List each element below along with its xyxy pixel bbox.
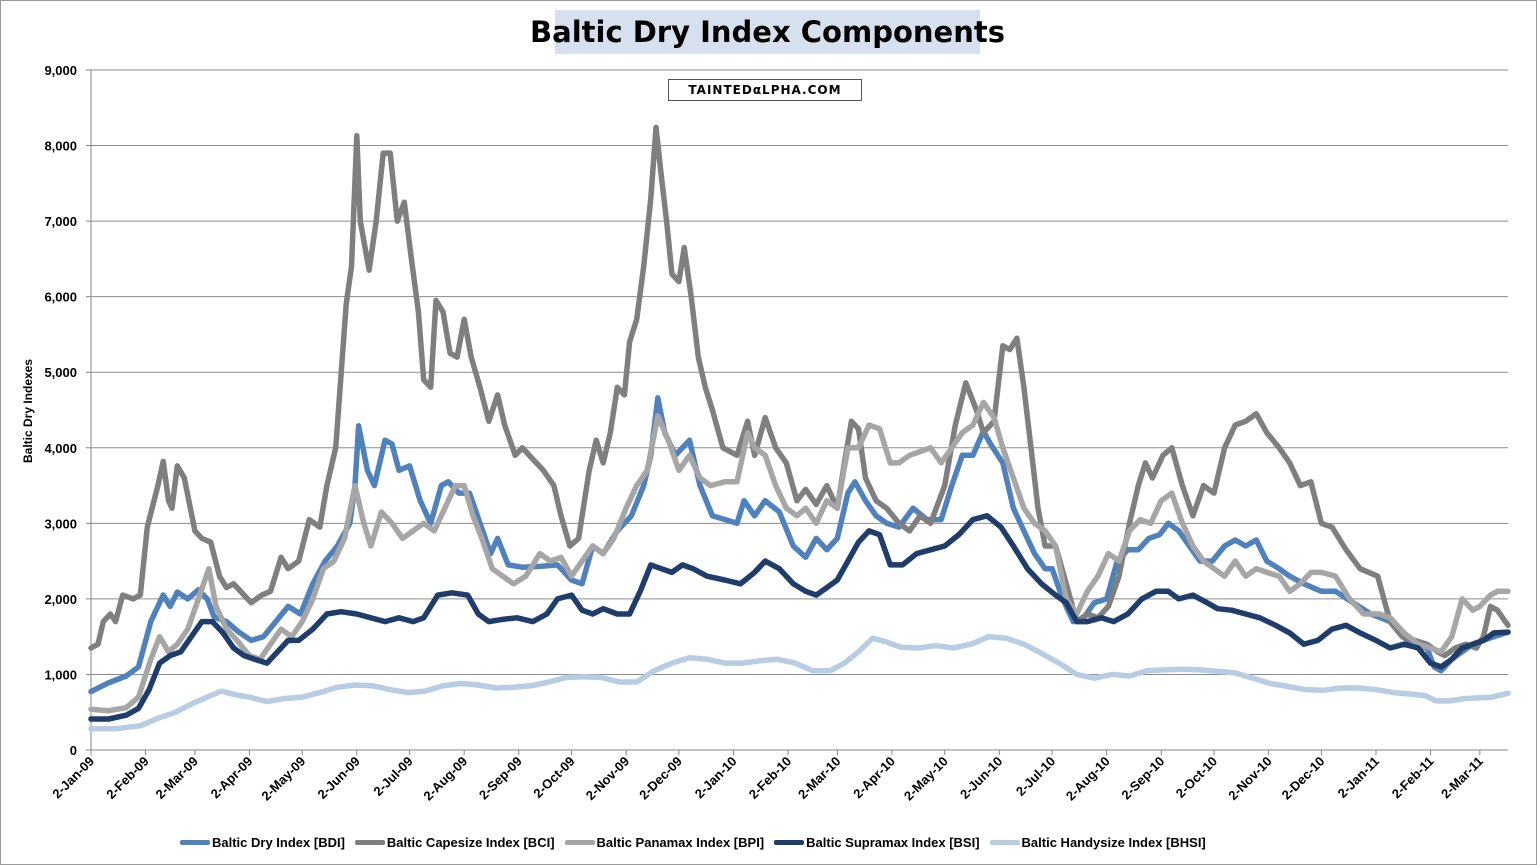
legend-item-bpi: Baltic Panamax Index [BPI] [564, 834, 765, 850]
legend-item-bci: Baltic Capesize Index [BCI] [354, 834, 555, 850]
series-line-bsi [88, 513, 1511, 722]
x-tick-label: 2-Jan-11 [1335, 754, 1382, 801]
series-line-bci [88, 124, 1511, 659]
x-tick-label: 2-Oct-10 [1173, 754, 1220, 801]
x-tick-label: 2-Jul-10 [1013, 754, 1058, 799]
legend-swatch [989, 839, 1020, 845]
x-tick-label: 2-Nov-09 [583, 754, 632, 803]
x-tick-label: 2-Sep-10 [1118, 754, 1167, 803]
x-tick-label: 2-Oct-09 [530, 754, 577, 801]
watermark-logo: TAINTEDαLPHA.COM [668, 79, 862, 101]
x-tick-label: 2-Mar-10 [795, 754, 843, 802]
y-tick-label: 9,000 [44, 63, 77, 78]
x-tick-label: 2-Jun-09 [315, 754, 363, 802]
legend-swatch [774, 839, 805, 845]
x-tick-label: 2-Dec-10 [1279, 754, 1328, 803]
x-tick-label: 2-Feb-10 [746, 754, 794, 802]
x-tick-label: 2-Jul-09 [370, 754, 415, 799]
legend-swatch [180, 839, 210, 845]
legend-label: Baltic Panamax Index [BPI] [596, 834, 765, 850]
y-tick-label: 7,000 [44, 214, 77, 229]
x-tick-label: 2-Aug-10 [1063, 754, 1113, 804]
y-tick-label: 3,000 [44, 516, 77, 531]
legend: Baltic Dry Index [BDI] Baltic Capesize In… [180, 832, 1206, 852]
y-axis-label: Baltic Dry Indexes [21, 359, 35, 463]
x-tick-label: 2-Nov-10 [1225, 754, 1274, 803]
legend-label: Baltic Supramax Index [BSI] [806, 834, 980, 850]
legend-label: Baltic Capesize Index [BCI] [386, 834, 555, 850]
series-line-bpi [88, 399, 1511, 714]
legend-label: Baltic Handysize Index [BHSI] [1021, 834, 1206, 850]
series-line-bhsi [88, 633, 1511, 732]
x-tick-label: 2-Jan-10 [692, 754, 740, 802]
x-tick-label: 2-Dec-09 [636, 754, 685, 803]
legend-item-bhsi: Baltic Handysize Index [BHSI] [989, 834, 1206, 850]
x-tick-label: 2-May-10 [901, 754, 951, 804]
chart-title-box: Baltic Dry Index Components [530, 10, 1005, 54]
x-tick-label: 2-Sep-09 [476, 754, 525, 803]
y-tick-label: 5,000 [44, 365, 77, 380]
legend-item-bsi: Baltic Supramax Index [BSI] [774, 834, 980, 850]
x-tick-label: 2-Aug-09 [420, 754, 470, 804]
legend-swatch [354, 839, 385, 845]
x-tick-label: 2-May-09 [258, 754, 308, 804]
y-tick-label: 4,000 [44, 441, 77, 456]
y-tick-label: 1,000 [44, 667, 77, 682]
y-tick-label: 8,000 [44, 139, 77, 154]
x-tick-label: 2-Jun-10 [957, 754, 1005, 802]
x-tick-label: 2-Jan-09 [49, 754, 97, 802]
y-tick-label: 6,000 [44, 290, 77, 305]
grid-lines [91, 69, 1508, 675]
legend-label: Baltic Dry Index [BDI] [212, 834, 345, 850]
x-tick-label: 2-Feb-11 [1389, 754, 1437, 802]
legend-item-bdi: Baltic Dry Index [BDI] [180, 835, 345, 850]
chart-title: Baltic Dry Index Components [530, 15, 1005, 49]
watermark-text: TAINTEDαLPHA.COM [688, 83, 842, 97]
legend-swatch [564, 839, 595, 845]
y-tick-label: 0 [70, 743, 77, 758]
series-line-bdi [88, 395, 1511, 695]
x-tick-label: 2-Apr-10 [850, 754, 898, 802]
x-tick-label: 2-Mar-11 [1438, 754, 1486, 802]
x-tick-label: 2-Feb-09 [103, 754, 151, 802]
series-lines [88, 124, 1511, 732]
axes: 0 1,000 2,000 3,000 4,000 5,000 6,000 7,000 8,00… [44, 63, 1508, 803]
x-tick-label: 2-Mar-09 [153, 754, 201, 802]
y-tick-label: 2,000 [44, 592, 77, 607]
x-tick-label: 2-Apr-09 [208, 754, 256, 802]
